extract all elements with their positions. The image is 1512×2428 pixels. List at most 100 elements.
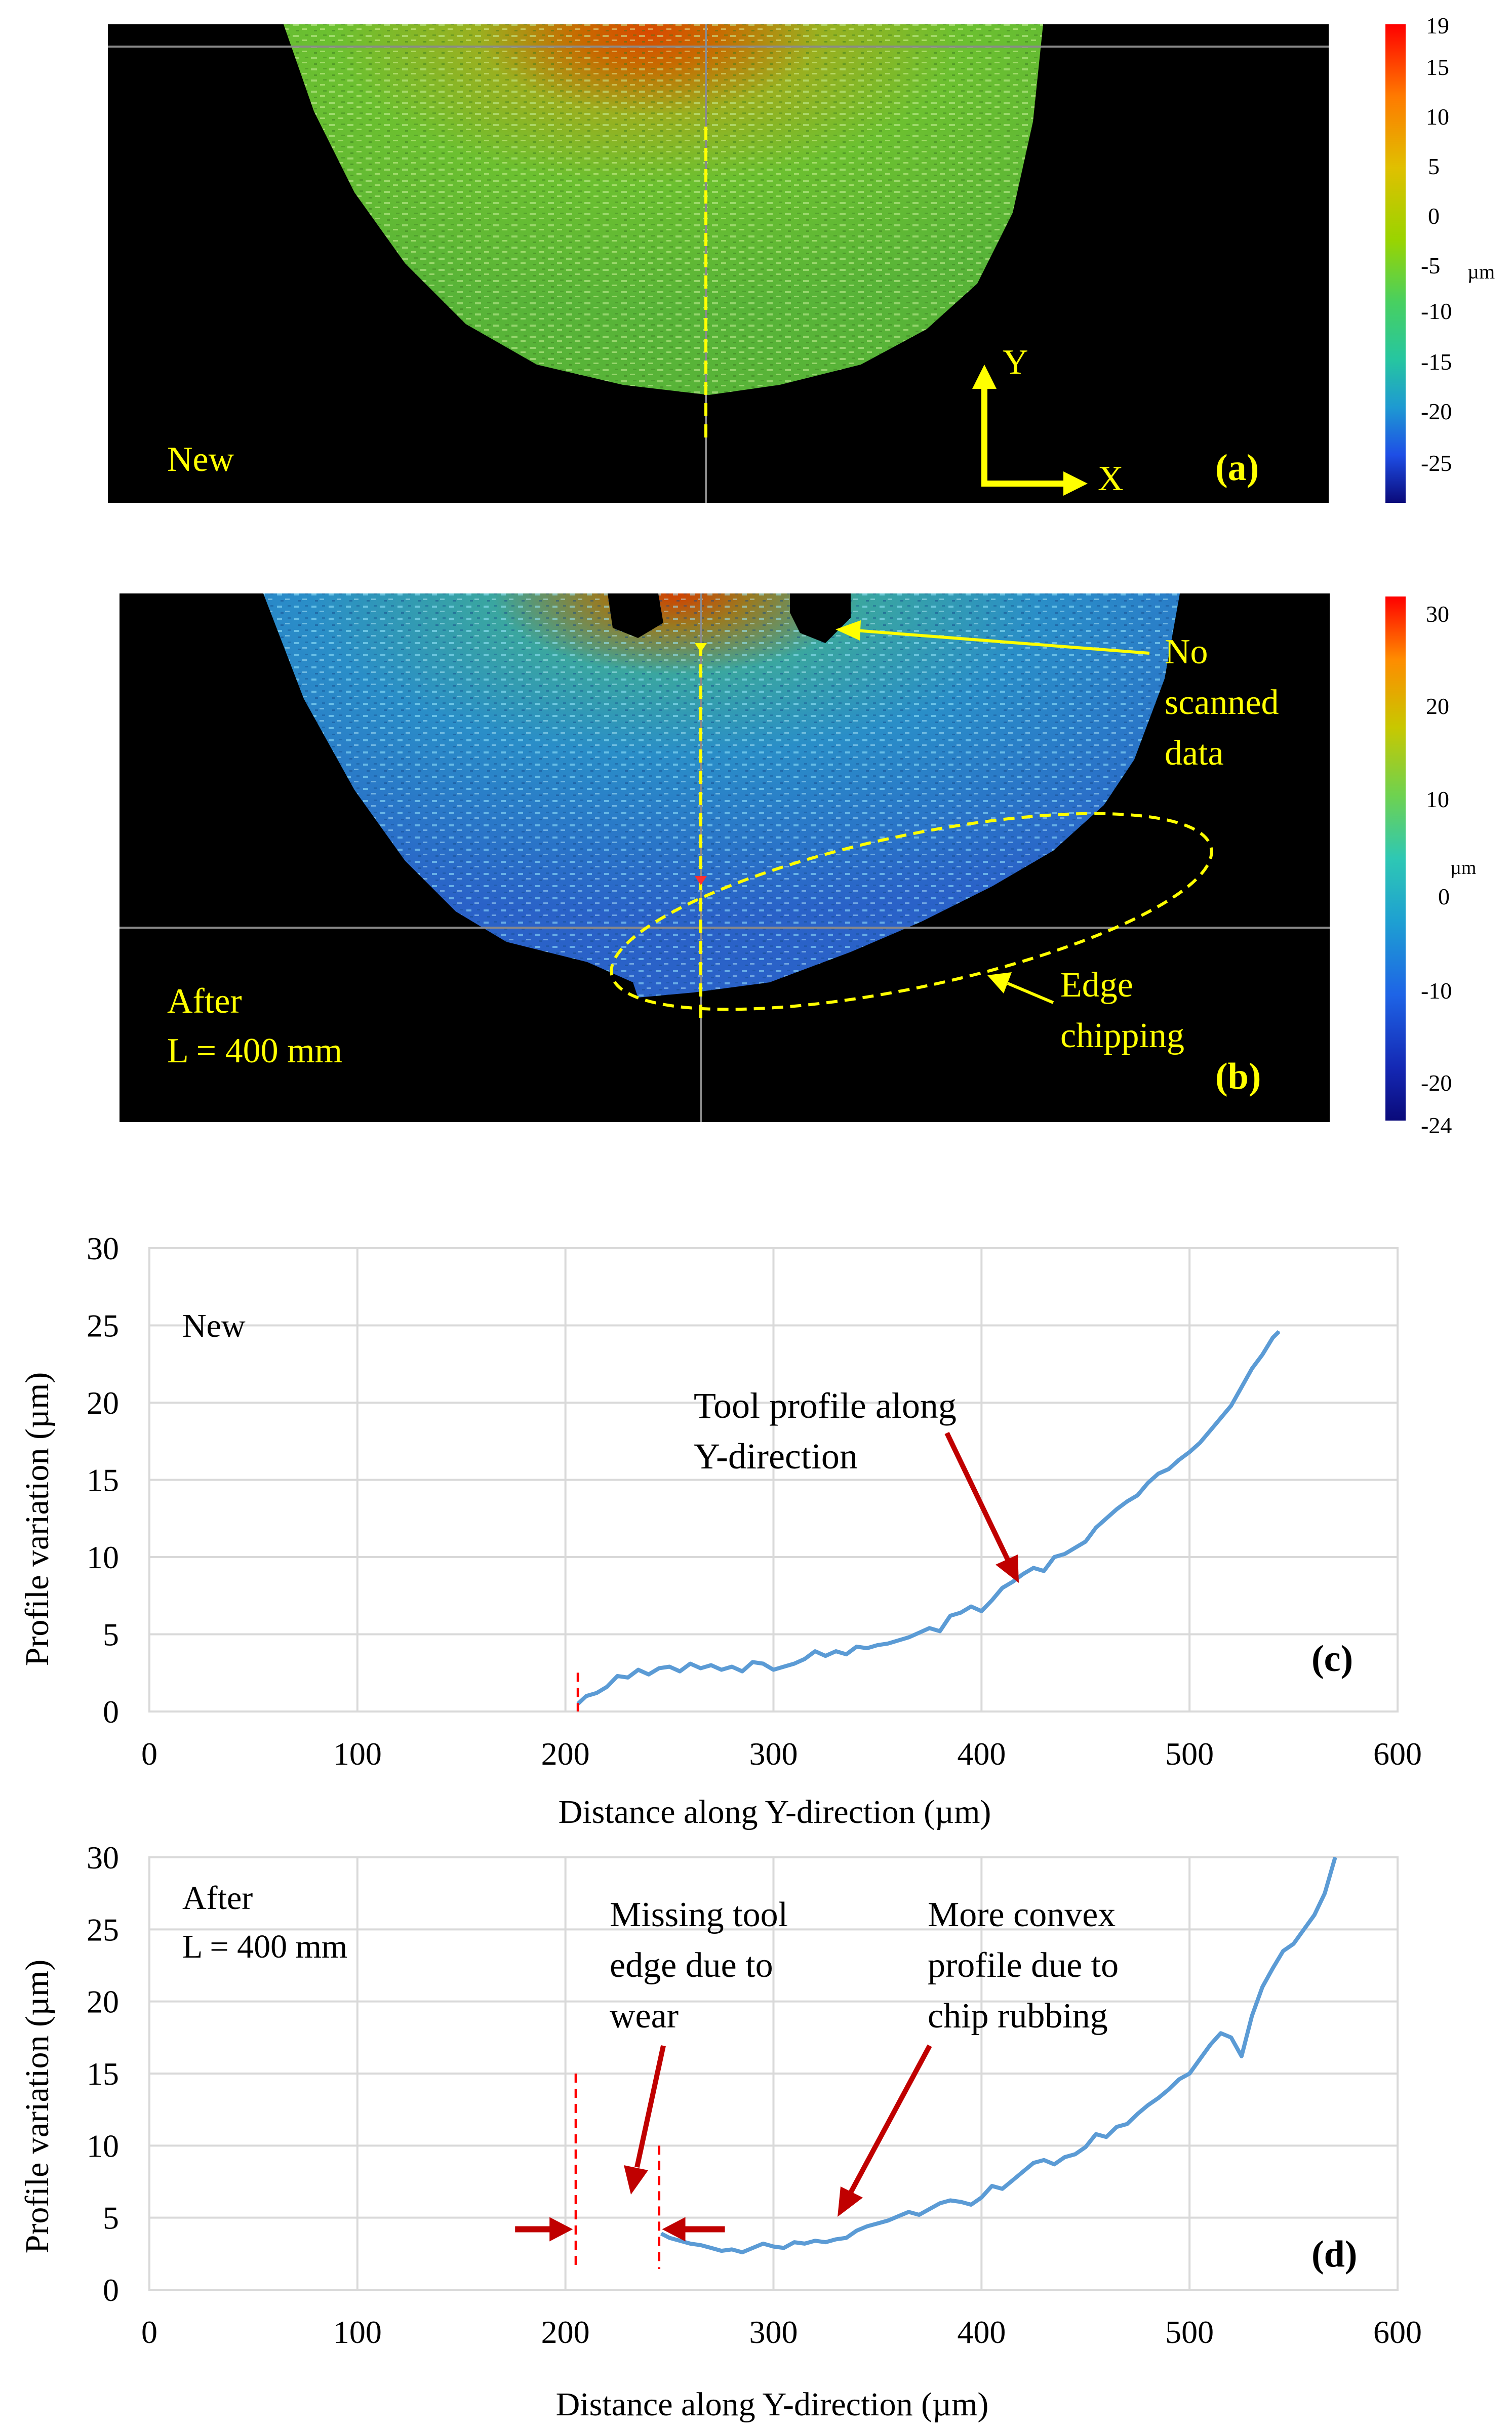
y-tick-label: 25 (87, 1308, 119, 1344)
data-point (773, 1669, 774, 1670)
xy-axis-arrows (972, 365, 1088, 496)
data-point (762, 1663, 764, 1664)
data-point (1158, 2097, 1159, 2099)
data-point (970, 2204, 972, 2206)
data-point (1116, 1508, 1118, 1510)
data-point (773, 2246, 774, 2247)
data-point (752, 2247, 753, 2249)
data-point (1210, 2044, 1211, 2046)
data-point (1116, 2126, 1118, 2128)
data-point (846, 2237, 847, 2239)
data-point (1012, 1581, 1013, 1582)
annotation-arrow-c (944, 1431, 1019, 1583)
xlabel-d: Distance along Y-direction (µm) (556, 2386, 989, 2423)
profile-chart-new: 0 5 10 15 20 25 30 0 100 200 300 400 500 600 Profile… (19, 1230, 1422, 1830)
data-point (679, 1670, 681, 1672)
svg-text:-24: -24 (1421, 1112, 1452, 1138)
data-point (1293, 1943, 1294, 1944)
svg-text:-20: -20 (1421, 1070, 1452, 1096)
data-point (690, 2243, 691, 2244)
data-point (1178, 2079, 1180, 2080)
data-point (669, 2237, 670, 2239)
data-point (939, 1630, 941, 1632)
data-point (1075, 1547, 1076, 1548)
data-point (877, 1644, 878, 1646)
data-point (710, 1664, 712, 1666)
colorbar-unit-a: µm (1467, 260, 1495, 283)
data-point (814, 2240, 816, 2242)
data-point (783, 1666, 785, 1667)
data-point (700, 1667, 701, 1669)
data-point (783, 2247, 785, 2249)
data-point (908, 1637, 909, 1638)
data-point (981, 1610, 982, 1612)
svg-text:-5: -5 (1421, 253, 1440, 278)
svg-text:0: 0 (1428, 203, 1440, 229)
data-point (1064, 1553, 1065, 1555)
x-tick-label: 100 (333, 1736, 382, 1772)
state-label-a: New (167, 440, 234, 479)
colorbar-a (1385, 24, 1406, 503)
data-point (1147, 2104, 1148, 2106)
annotation-arrow-convex (838, 2044, 932, 2217)
state-label-d-line2: L = 400 mm (182, 1928, 347, 1965)
data-point (1314, 1914, 1315, 1916)
y-tick-label: 0 (103, 1694, 119, 1730)
chipping-note-line2: chipping (1060, 1016, 1184, 1055)
plot-frame-d (148, 1856, 1399, 2291)
annotation-missing-line3: wear (610, 1997, 679, 2036)
data-point (1158, 1473, 1159, 1475)
svg-text:10: 10 (1426, 104, 1449, 130)
missing-edge-arrowhead-left (549, 2217, 573, 2242)
annotation-convex-line1: More convex (928, 1895, 1116, 1934)
no-scan-arrow (835, 620, 1150, 655)
data-point (1095, 2133, 1097, 2135)
data-point (1178, 1459, 1180, 1460)
data-point (1012, 2179, 1013, 2181)
data-point (866, 2225, 868, 2227)
data-point (856, 2230, 857, 2232)
data-point (1002, 2188, 1003, 2190)
svg-text:19: 19 (1426, 13, 1449, 38)
y-tick-label: 5 (103, 1617, 119, 1653)
data-point (898, 2215, 899, 2217)
data-point (991, 1600, 992, 1601)
data-point (752, 1661, 753, 1663)
annotation-convex-line2: profile due to (928, 1946, 1119, 1985)
data-point (846, 1654, 847, 1655)
colorbar-unit-b: µm (1450, 857, 1476, 879)
x-tick-label: 600 (1373, 2314, 1422, 2350)
data-point (981, 2197, 982, 2198)
panel-label-a: (a) (1215, 447, 1259, 489)
y-tick-label: 15 (87, 2056, 119, 2092)
data-point (949, 1615, 951, 1616)
panel-label-c: (c) (1311, 1638, 1353, 1680)
data-point (804, 1658, 806, 1660)
data-point (700, 2244, 701, 2246)
data-point (1189, 2073, 1190, 2074)
data-point (1303, 1929, 1305, 1930)
data-point (1054, 1557, 1055, 1558)
data-point (814, 1651, 816, 1652)
x-tick-label: 0 (141, 2314, 157, 2350)
no-scan-note-line2: scanned (1165, 683, 1279, 722)
data-point (617, 1675, 618, 1677)
data-point (1278, 1331, 1280, 1332)
chipping-arrow (987, 972, 1054, 1004)
svg-text:-10: -10 (1421, 298, 1452, 324)
data-point (690, 1663, 691, 1664)
data-point (1251, 1368, 1253, 1369)
data-point (1105, 1518, 1107, 1519)
x-tick-label: 400 (957, 2314, 1006, 2350)
data-point (721, 1669, 722, 1670)
colorbar-b (1385, 596, 1406, 1121)
data-point (919, 2214, 920, 2215)
svg-text:0: 0 (1438, 884, 1450, 909)
data-point (1168, 1468, 1170, 1470)
y-tick-label: 0 (103, 2272, 119, 2308)
data-point (919, 1632, 920, 1634)
colorbar-ticks-a: 19 15 10 5 0 -5 -10 -15 -20 -25 (1421, 13, 1452, 476)
ylabel-d: Profile variation (µm) (19, 1960, 56, 2254)
data-point (1334, 1857, 1336, 1858)
data-point (929, 2208, 930, 2210)
